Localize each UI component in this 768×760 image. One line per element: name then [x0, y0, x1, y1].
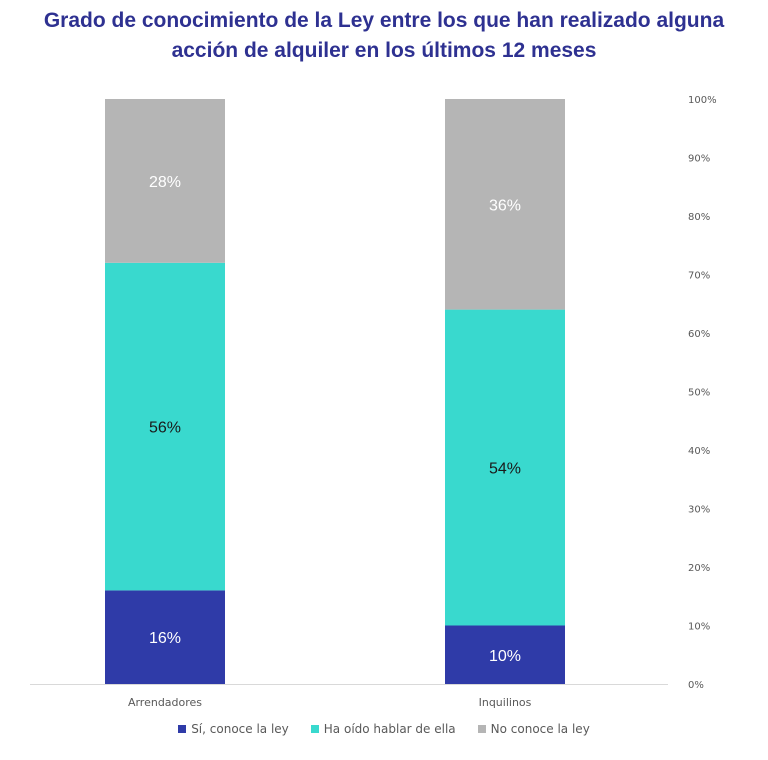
y-tick-label: 40%	[688, 446, 710, 457]
legend-item: Ha oído hablar de ella	[310, 722, 456, 736]
y-tick-label: 90%	[688, 154, 710, 165]
chart-legend: Sí, conoce la ley Ha oído hablar de ella N…	[0, 722, 768, 736]
data-label: 16%	[149, 630, 181, 647]
bar-segment	[445, 625, 565, 684]
bar-segment	[105, 262, 225, 591]
y-tick-label: 60%	[688, 329, 710, 340]
bar-segment	[445, 99, 565, 310]
legend-item: Sí, conoce la ley	[178, 722, 289, 736]
legend-label: Sí, conoce la ley	[191, 722, 289, 736]
chart-title-line-1: Grado de conocimiento de la Ley entre lo…	[43, 9, 725, 32]
legend-swatch	[477, 725, 486, 733]
y-tick-label: 70%	[688, 271, 710, 282]
y-tick-label: 10%	[688, 622, 710, 633]
data-label: 56%	[149, 420, 181, 437]
legend-label: Ha oído hablar de ella	[323, 722, 456, 736]
y-tick-label: 100%	[688, 95, 717, 106]
data-label: 10%	[489, 648, 521, 665]
legend-item: No conoce la ley	[477, 722, 590, 736]
bar-segment	[445, 309, 565, 626]
y-tick-label: 20%	[688, 563, 710, 574]
x-tick-label: Arrendadores	[128, 696, 202, 709]
data-label: 36%	[489, 197, 521, 214]
y-tick-label: 30%	[688, 505, 710, 516]
y-tick-label: 0%	[688, 680, 704, 691]
bar-segment	[105, 590, 225, 684]
bar-segment	[105, 99, 225, 263]
legend-swatch	[310, 725, 319, 733]
chart-title-line-2: acción de alquiler en los últimos 12 mes…	[171, 39, 597, 62]
legend-swatch	[178, 725, 187, 733]
data-label: 54%	[489, 461, 521, 478]
legend-label: No conoce la ley	[490, 722, 590, 736]
x-tick-label: Inquilinos	[479, 696, 532, 709]
y-tick-label: 50%	[688, 388, 710, 399]
chart-title: Grado de conocimiento de la Ley entre lo…	[0, 6, 768, 66]
data-label: 28%	[149, 174, 181, 191]
y-tick-label: 80%	[688, 212, 710, 223]
